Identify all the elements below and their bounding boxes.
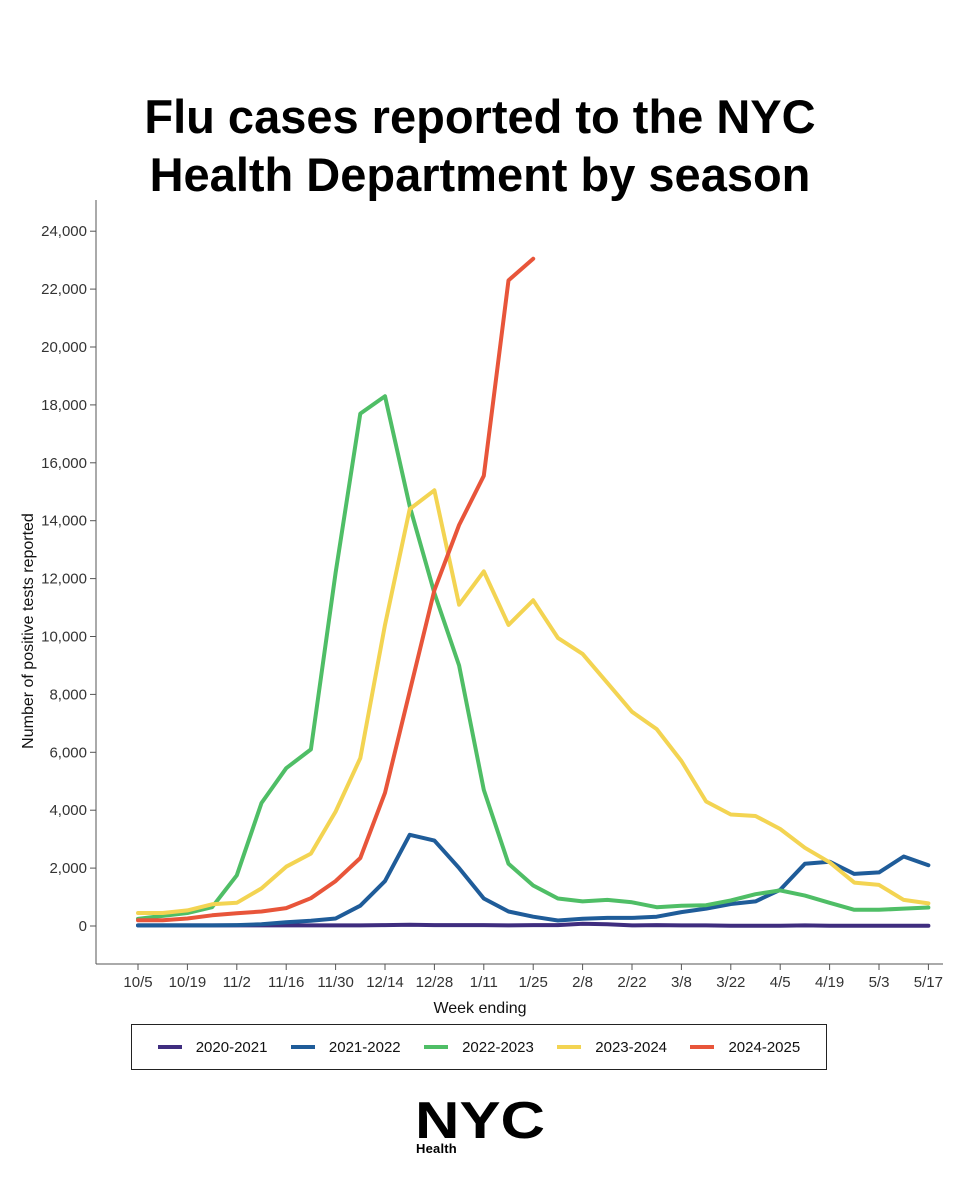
legend-item-2024-2025: 2024-2025	[690, 1039, 800, 1056]
x-tick-label: 11/30	[317, 974, 353, 991]
logo-subtitle: Health	[416, 1141, 457, 1156]
y-axis-title: Number of positive tests reported	[20, 513, 37, 749]
y-tick-label: 8,000	[49, 686, 87, 703]
chart-series-layer	[136, 256, 931, 928]
line-chart: 0 2,000 4,000 6,000 8,000 10,000 12,000 14,000 1…	[20, 200, 943, 1017]
y-tick-label: 6,000	[49, 744, 87, 761]
legend-swatch	[557, 1045, 582, 1049]
logo-brand: NYC	[415, 1096, 545, 1142]
x-tick-label: 2/22	[617, 974, 646, 991]
legend-swatch	[690, 1045, 715, 1049]
legend-item-2021-2022: 2021-2022	[290, 1038, 401, 1056]
y-tick-label: 22,000	[41, 281, 87, 298]
y-tick-label: 2,000	[49, 860, 87, 877]
chart-title: Flu cases reported to the NYC Health Dep…	[0, 88, 960, 204]
y-tick-label: 0	[79, 918, 87, 935]
legend-swatch	[157, 1045, 182, 1049]
x-tick-label: 3/8	[671, 974, 692, 991]
y-tick-label: 4,000	[49, 802, 87, 819]
y-tick-label: 10,000	[41, 629, 87, 646]
x-tick-label: 10/19	[169, 974, 207, 991]
chart-title-line-1: Flu cases reported to the NYC	[144, 90, 816, 143]
legend-label: 2021-2022	[328, 1038, 401, 1056]
y-tick-label: 20,000	[41, 339, 87, 356]
x-tick-label: 5/3	[869, 974, 890, 991]
legend-swatch	[424, 1045, 449, 1049]
y-tick-label: 16,000	[41, 455, 87, 472]
chart-legend: 2020-2021 2021-2022 2022-2023 2023-2024 2024…	[131, 1024, 827, 1070]
x-tick-label: 1/25	[519, 974, 548, 991]
x-tick-label: 5/17	[914, 974, 943, 991]
legend-item-2022-2023: 2022-2023	[424, 1039, 534, 1056]
x-tick-label: 2/8	[572, 974, 593, 991]
legend-label: 2023-2024	[595, 1038, 668, 1056]
legend-swatch	[290, 1045, 315, 1049]
chart-axes: 0 2,000 4,000 6,000 8,000 10,000 12,000 14,000 1…	[41, 200, 943, 991]
x-tick-label: 12/14	[366, 974, 404, 991]
y-tick-label: 24,000	[41, 223, 87, 240]
y-tick-label: 18,000	[41, 397, 87, 414]
x-tick-label: 11/2	[223, 974, 251, 991]
series-line-2021-2022	[136, 832, 931, 928]
x-axis-title: Week ending	[433, 1000, 526, 1017]
x-tick-label: 4/5	[770, 974, 791, 991]
series-line-2024-2025	[136, 256, 536, 923]
legend-label: 2020-2021	[195, 1038, 268, 1056]
y-tick-label: 12,000	[41, 571, 87, 588]
x-tick-label: 4/19	[815, 974, 844, 991]
nyc-health-logo: NYC Health	[415, 1096, 545, 1160]
x-tick-label: 10/5	[123, 974, 152, 991]
y-tick-label: 14,000	[41, 513, 87, 530]
legend-label: 2024-2025	[728, 1038, 801, 1056]
series-line-2023-2024	[136, 488, 931, 915]
x-tick-label: 3/22	[716, 974, 745, 991]
x-tick-label: 12/28	[416, 974, 454, 991]
series-line-2022-2023	[136, 394, 931, 921]
chart-title-line-2: Health Department by season	[149, 148, 811, 201]
nyc-logo-icon: NYC	[415, 1096, 545, 1142]
legend-item-2020-2021: 2020-2021	[157, 1038, 268, 1056]
x-tick-label: 1/11	[470, 974, 498, 991]
legend-label: 2022-2023	[462, 1038, 534, 1056]
x-tick-label: 11/16	[268, 974, 304, 991]
legend-item-2023-2024: 2023-2024	[557, 1039, 667, 1056]
